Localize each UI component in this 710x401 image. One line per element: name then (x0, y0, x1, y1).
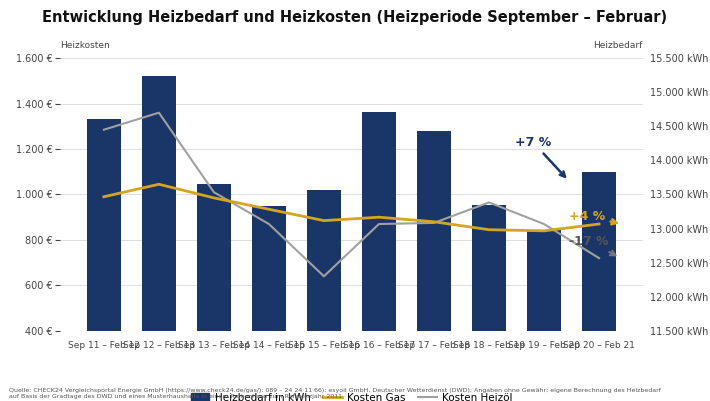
Text: Heizbedarf: Heizbedarf (593, 41, 643, 50)
Text: +7 %: +7 % (515, 136, 565, 177)
Text: -17 %: -17 % (569, 235, 616, 255)
Legend: Heizbedarf in kWh, Kosten Gas, Kosten Heizöl: Heizbedarf in kWh, Kosten Gas, Kosten He… (187, 389, 516, 401)
Bar (362, 111, 396, 401)
Text: +4 %: +4 % (569, 210, 617, 224)
Bar (197, 184, 231, 401)
Bar (252, 206, 286, 401)
Text: Entwicklung Heizbedarf und Heizkosten (Heizperiode September – Februar): Entwicklung Heizbedarf und Heizkosten (H… (43, 10, 667, 25)
Text: Heizkosten: Heizkosten (60, 41, 110, 50)
Bar (142, 76, 176, 401)
Bar (527, 230, 561, 401)
Bar (87, 119, 121, 401)
Bar (307, 190, 341, 401)
Bar (417, 131, 451, 401)
Bar (582, 172, 616, 401)
Bar (472, 205, 506, 401)
Text: Quelle: CHECK24 Vergleichsportal Energie GmbH (https://www.check24.de/gas/); 089: Quelle: CHECK24 Vergleichsportal Energie… (9, 388, 661, 399)
